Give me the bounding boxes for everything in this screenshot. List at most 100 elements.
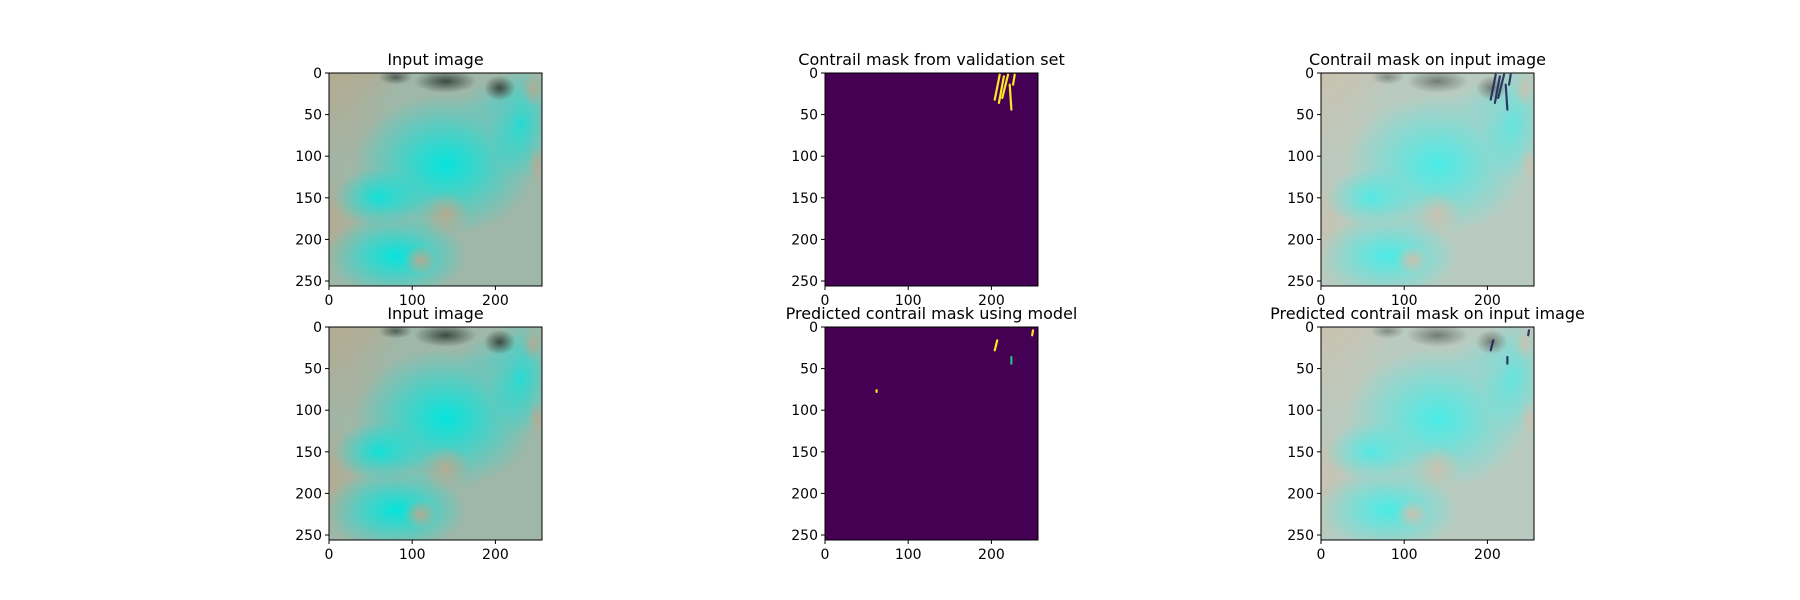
image-area xyxy=(329,73,542,286)
image-texture xyxy=(1370,73,1405,85)
x-tick-label: 200 xyxy=(482,293,509,309)
image-texture xyxy=(1406,327,1469,347)
y-tick-label: 250 xyxy=(1287,528,1314,544)
mask-stroke xyxy=(993,339,999,352)
axes-frame xyxy=(824,72,1039,287)
y-tick-label: 200 xyxy=(295,486,322,502)
y-tick-label: 200 xyxy=(1287,232,1314,248)
image-area xyxy=(329,327,542,540)
image-texture xyxy=(1412,445,1463,492)
subplot-title: Contrail mask on input image xyxy=(1309,50,1546,69)
overlay-contrail xyxy=(1507,73,1512,86)
y-tick-label: 150 xyxy=(295,191,322,207)
image-texture xyxy=(403,499,438,529)
x-tick-label: 200 xyxy=(482,547,509,563)
overlay-fade xyxy=(1321,73,1534,286)
x-tick-label: 200 xyxy=(978,547,1005,563)
y-tick-label: 0 xyxy=(809,66,818,82)
image-texture xyxy=(1395,245,1430,275)
image-texture xyxy=(414,327,477,347)
subplot-title: Predicted contrail mask using model xyxy=(786,304,1078,323)
image-texture xyxy=(483,329,516,355)
y-tick-label: 250 xyxy=(791,528,818,544)
image-texture xyxy=(1475,329,1508,355)
x-tick-label: 100 xyxy=(399,547,426,563)
image-texture xyxy=(378,327,413,339)
mask-background xyxy=(825,73,1038,286)
y-tick-label: 100 xyxy=(791,403,818,419)
mask-stroke xyxy=(1001,73,1010,100)
mask-stroke xyxy=(1008,83,1013,111)
image-texture xyxy=(1406,73,1469,93)
y-tick-label: 50 xyxy=(1296,108,1314,124)
axes-frame xyxy=(824,326,1039,541)
subplot-1: Input image 0 100 200 0 50 100 150 200 250 xyxy=(295,50,543,309)
image-texture xyxy=(333,422,425,481)
y-tick-label: 0 xyxy=(809,320,818,336)
x-tick-label: 0 xyxy=(821,547,830,563)
axes-frame xyxy=(1320,72,1535,287)
subplot-title: Predicted contrail mask on input image xyxy=(1270,304,1585,323)
y-tick-label: 200 xyxy=(1287,486,1314,502)
mask-stroke xyxy=(993,73,1001,101)
y-tick-label: 200 xyxy=(295,232,322,248)
image-texture xyxy=(420,191,471,238)
x-tick-label: 200 xyxy=(1474,293,1501,309)
image-texture xyxy=(483,75,516,101)
image-texture xyxy=(333,168,425,227)
overlay-contrail xyxy=(1527,329,1531,337)
image-texture xyxy=(414,73,477,93)
image-texture xyxy=(528,147,542,182)
image-area xyxy=(825,73,1038,286)
y-tick-label: 50 xyxy=(800,108,818,124)
subplot-title: Input image xyxy=(387,304,483,323)
y-tick-label: 200 xyxy=(791,486,818,502)
x-tick-label: 0 xyxy=(1317,547,1326,563)
y-tick-label: 100 xyxy=(791,149,818,165)
y-tick-label: 100 xyxy=(295,149,322,165)
image-texture xyxy=(420,445,471,492)
y-tick-label: 150 xyxy=(791,445,818,461)
x-tick-label: 0 xyxy=(1317,293,1326,309)
y-tick-label: 250 xyxy=(295,528,322,544)
image-texture xyxy=(1412,191,1463,238)
y-tick-label: 250 xyxy=(791,274,818,290)
y-tick-label: 100 xyxy=(1287,149,1314,165)
axes-frame xyxy=(328,72,543,287)
image-texture xyxy=(522,73,542,107)
image-texture xyxy=(457,81,533,132)
x-tick-label: 200 xyxy=(1474,547,1501,563)
x-tick-label: 0 xyxy=(325,547,334,563)
image-texture xyxy=(378,73,413,85)
x-tick-label: 200 xyxy=(978,293,1005,309)
overlay-contrail xyxy=(1504,83,1509,111)
image-texture xyxy=(1520,147,1534,182)
y-tick-label: 50 xyxy=(304,362,322,378)
overlay-contrail xyxy=(1489,73,1497,101)
overlay-contrail xyxy=(1493,75,1501,105)
image-texture xyxy=(403,245,438,275)
axes-frame xyxy=(328,326,543,541)
y-tick-label: 0 xyxy=(1305,66,1314,82)
y-tick-label: 50 xyxy=(1296,362,1314,378)
image-texture xyxy=(1514,73,1534,107)
x-tick-label: 100 xyxy=(895,547,922,563)
image-area xyxy=(1321,327,1534,540)
image-texture xyxy=(457,335,533,386)
x-tick-label: 100 xyxy=(1391,293,1418,309)
y-tick-label: 250 xyxy=(295,274,322,290)
y-tick-label: 150 xyxy=(1287,445,1314,461)
overlay-fade xyxy=(1321,327,1534,540)
image-texture xyxy=(1370,327,1405,339)
overlay-contrail xyxy=(1497,73,1506,100)
y-tick-label: 0 xyxy=(313,66,322,82)
subplot-title: Input image xyxy=(387,50,483,69)
x-tick-label: 100 xyxy=(895,293,922,309)
subplot-title: Contrail mask from validation set xyxy=(798,50,1064,69)
y-tick-label: 0 xyxy=(1305,320,1314,336)
axes-frame xyxy=(1320,326,1535,541)
y-tick-label: 100 xyxy=(1287,403,1314,419)
